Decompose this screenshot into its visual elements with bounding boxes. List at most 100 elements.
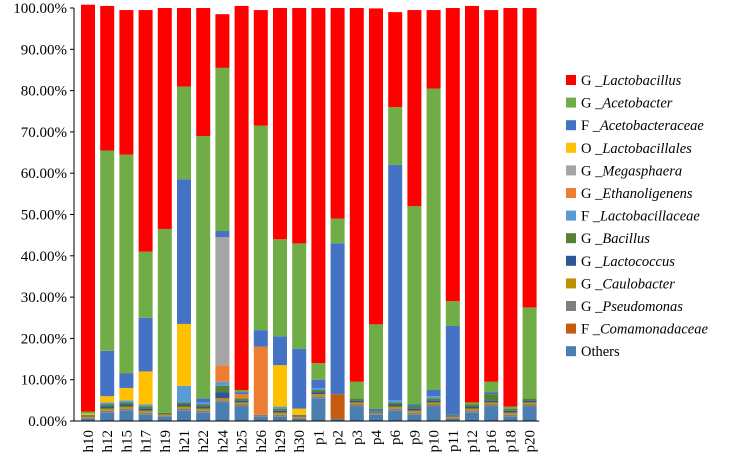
bar-p20 bbox=[522, 8, 537, 421]
bar-segment bbox=[100, 410, 115, 413]
bar-segment bbox=[369, 413, 383, 415]
legend-swatch bbox=[566, 75, 576, 85]
x-tick-label: p6 bbox=[388, 430, 404, 446]
bar-segment bbox=[138, 410, 153, 413]
bar-segment bbox=[407, 408, 422, 411]
bar-segment bbox=[369, 412, 383, 414]
y-tick-label: 60.00% bbox=[21, 166, 67, 182]
y-tick-label: 70.00% bbox=[21, 125, 67, 141]
bar-segment bbox=[119, 373, 134, 388]
bar-segment bbox=[388, 410, 403, 421]
x-tick-label: p18 bbox=[503, 430, 519, 453]
bar-segment bbox=[388, 12, 403, 108]
bar-segment bbox=[177, 410, 191, 421]
bar-segment bbox=[407, 406, 422, 409]
x-tick-label: h10 bbox=[81, 430, 97, 453]
x-tick-label: p10 bbox=[427, 430, 443, 453]
bar-segment bbox=[234, 394, 249, 399]
bar-segment bbox=[426, 406, 441, 421]
bar-segment bbox=[522, 307, 537, 399]
legend-item: O _Lactobacillales bbox=[566, 141, 692, 157]
bar-segment bbox=[426, 390, 441, 397]
bar-segment bbox=[311, 398, 326, 421]
y-axis: 0.00% 10.00% 20.00% 30.00% 40.00% 50.00% 60.00… bbox=[13, 1, 75, 430]
bar-segment bbox=[484, 404, 499, 407]
bar-segment bbox=[119, 406, 134, 409]
legend-label: F _Comamonadaceae bbox=[581, 322, 708, 338]
legend-swatch bbox=[566, 142, 576, 153]
bar-segment bbox=[349, 8, 364, 382]
bar-segment bbox=[177, 408, 191, 411]
bar-segment bbox=[177, 86, 191, 180]
bar-segment bbox=[273, 8, 287, 240]
legend-item: G _Lactococcus bbox=[566, 254, 675, 270]
x-tick-label: p4 bbox=[369, 430, 385, 446]
bar-segment bbox=[503, 410, 518, 413]
bar-p9 bbox=[407, 10, 422, 421]
bar-segment bbox=[100, 396, 115, 403]
legend-item: G _Ethanoligenens bbox=[566, 186, 693, 202]
y-tick-label: 40.00% bbox=[21, 249, 67, 265]
bar-segment bbox=[253, 346, 268, 415]
bar-segment bbox=[177, 404, 191, 407]
bar-segment bbox=[215, 400, 230, 403]
bar-segment bbox=[196, 410, 211, 413]
x-tick-label: h30 bbox=[292, 430, 308, 453]
bar-segment bbox=[445, 418, 460, 421]
legend-label: F _Lactobacillaceae bbox=[581, 209, 700, 225]
legend: G _Lactobacillus G _Acetobacter F _Acetoba… bbox=[566, 73, 708, 360]
bar-p3 bbox=[349, 8, 364, 421]
bar-segment bbox=[196, 402, 211, 405]
bar-segment bbox=[138, 414, 153, 421]
legend-item: G _Megasphaera bbox=[566, 163, 682, 179]
legend-item: G _Acetobacter bbox=[566, 96, 673, 112]
bar-segment bbox=[215, 398, 230, 401]
x-tick-label: h21 bbox=[177, 430, 193, 453]
bar-segment bbox=[503, 414, 518, 417]
bar-segment bbox=[311, 396, 326, 399]
bar-segment bbox=[522, 400, 537, 403]
legend-label: G _Caulobacter bbox=[581, 276, 675, 292]
bar-segment bbox=[234, 392, 249, 395]
bar-segment bbox=[349, 402, 364, 405]
bar-segment bbox=[138, 404, 153, 407]
bar-h30 bbox=[292, 8, 307, 421]
bar-segment bbox=[311, 8, 326, 364]
legend-item: G _Caulobacter bbox=[566, 276, 675, 292]
x-tick-label: h12 bbox=[100, 430, 116, 453]
bar-segment bbox=[157, 415, 172, 417]
bar-h12 bbox=[100, 5, 115, 421]
legend-item: F _Lactobacillaceae bbox=[566, 209, 700, 225]
bar-segment bbox=[157, 413, 172, 415]
bar-segment bbox=[388, 404, 403, 407]
bar-segment bbox=[426, 396, 441, 399]
bar-segment bbox=[388, 408, 403, 411]
bar-segment bbox=[196, 136, 211, 399]
bar-p4 bbox=[369, 8, 383, 421]
x-tick-label: h25 bbox=[235, 430, 251, 453]
bar-segment bbox=[81, 415, 95, 417]
bar-p16 bbox=[484, 10, 499, 421]
bar-segment bbox=[119, 402, 134, 405]
x-axis: h10 h12 h15 h17 h19 h21 h22 h24 h25 h26 h29 h30 p1 p2… bbox=[74, 420, 540, 453]
bar-segment bbox=[196, 406, 211, 409]
bar-segment bbox=[503, 416, 518, 421]
bar-segment bbox=[215, 231, 230, 238]
legend-swatch bbox=[566, 97, 576, 108]
bar-segment bbox=[465, 412, 479, 421]
legend-item: G _Lactobacillus bbox=[566, 73, 682, 89]
bar-segment bbox=[215, 381, 230, 386]
x-tick-label: h22 bbox=[196, 430, 212, 453]
legend-item: Others bbox=[566, 344, 620, 360]
bar-segment bbox=[465, 5, 479, 403]
bar-segment bbox=[138, 371, 153, 405]
bar-segment bbox=[522, 404, 537, 407]
legend-swatch bbox=[566, 120, 576, 131]
bar-segment bbox=[330, 243, 345, 395]
bar-segment bbox=[215, 237, 230, 366]
legend-label: Others bbox=[581, 344, 620, 360]
bar-segment bbox=[100, 402, 115, 405]
bar-segment bbox=[311, 394, 326, 397]
bar-segment bbox=[81, 4, 95, 412]
y-tick-label: 30.00% bbox=[21, 290, 67, 306]
